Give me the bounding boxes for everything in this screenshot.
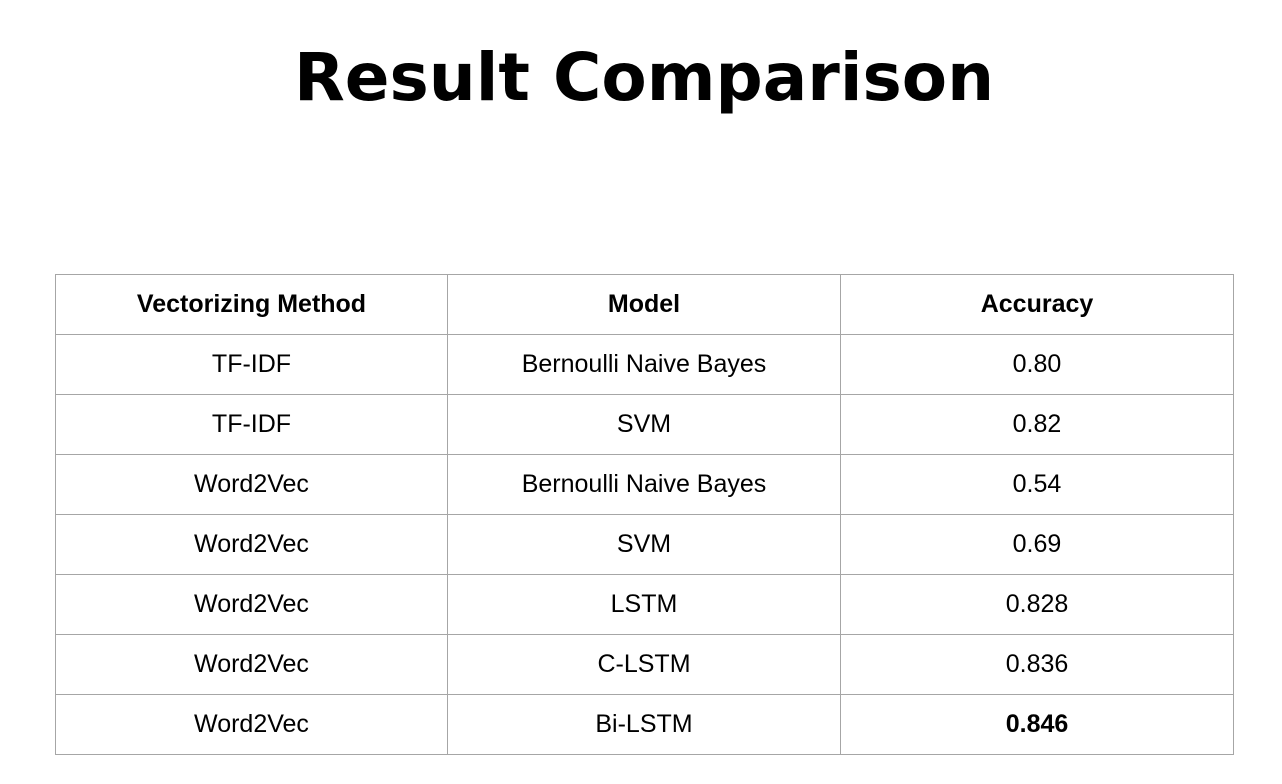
cell-model: C-LSTM bbox=[447, 634, 841, 695]
table-row: Word2Vec LSTM 0.828 bbox=[55, 574, 1234, 635]
cell-vectorizing-method: Word2Vec bbox=[55, 514, 448, 575]
cell-model: Bernoulli Naive Bayes bbox=[447, 334, 841, 395]
cell-accuracy: 0.828 bbox=[840, 574, 1234, 635]
cell-model: Bi-LSTM bbox=[447, 694, 841, 755]
cell-vectorizing-method: Word2Vec bbox=[55, 454, 448, 515]
cell-accuracy: 0.82 bbox=[840, 394, 1234, 455]
cell-vectorizing-method: TF-IDF bbox=[55, 334, 448, 395]
cell-vectorizing-method: Word2Vec bbox=[55, 694, 448, 755]
table-row: TF-IDF Bernoulli Naive Bayes 0.80 bbox=[55, 334, 1234, 395]
cell-model: Bernoulli Naive Bayes bbox=[447, 454, 841, 515]
header-vectorizing-method: Vectorizing Method bbox=[55, 274, 448, 335]
cell-accuracy: 0.54 bbox=[840, 454, 1234, 515]
cell-model: SVM bbox=[447, 514, 841, 575]
cell-accuracy-best: 0.846 bbox=[840, 694, 1234, 755]
table-row: TF-IDF SVM 0.82 bbox=[55, 394, 1234, 455]
header-accuracy: Accuracy bbox=[840, 274, 1234, 335]
table-header-row: Vectorizing Method Model Accuracy bbox=[55, 274, 1234, 335]
table-row: Word2Vec Bi-LSTM 0.846 bbox=[55, 694, 1234, 755]
result-comparison-title: Result Comparison bbox=[293, 39, 995, 116]
cell-vectorizing-method: Word2Vec bbox=[55, 574, 448, 635]
cell-accuracy: 0.69 bbox=[840, 514, 1234, 575]
header-model: Model bbox=[447, 274, 841, 335]
cell-vectorizing-method: Word2Vec bbox=[55, 634, 448, 695]
table-row: Word2Vec C-LSTM 0.836 bbox=[55, 634, 1234, 695]
cell-accuracy: 0.836 bbox=[840, 634, 1234, 695]
table-row: Word2Vec Bernoulli Naive Bayes 0.54 bbox=[55, 454, 1234, 515]
cell-model: LSTM bbox=[447, 574, 841, 635]
cell-model: SVM bbox=[447, 394, 841, 455]
results-table: Vectorizing Method Model Accuracy TF-IDF… bbox=[55, 274, 1234, 755]
table-row: Word2Vec SVM 0.69 bbox=[55, 514, 1234, 575]
cell-vectorizing-method: TF-IDF bbox=[55, 394, 448, 455]
cell-accuracy: 0.80 bbox=[840, 334, 1234, 395]
